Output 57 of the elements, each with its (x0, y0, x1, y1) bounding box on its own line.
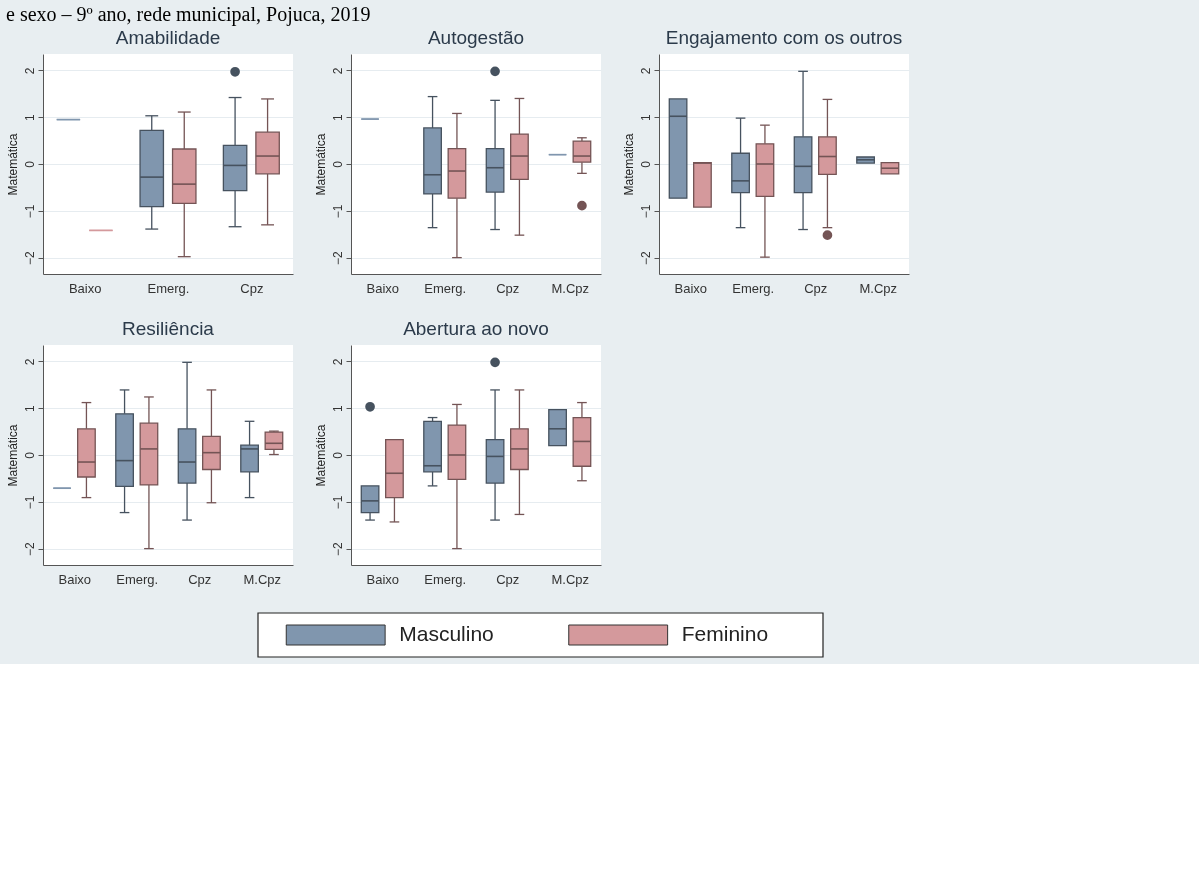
x-tick-label: M.Cpz (243, 571, 282, 587)
x-tick-label: Cpz (496, 280, 520, 296)
x-tick-label: Baixo (366, 280, 400, 296)
y-tick-label: 0 (22, 160, 37, 168)
x-tick-label: Emerg. (424, 571, 467, 587)
y-tick-label: 1 (330, 405, 345, 413)
x-tick-label: Baixo (68, 280, 102, 296)
y-tick-label: −1 (330, 495, 345, 510)
y-tick-label: 2 (330, 67, 345, 75)
text: e sexo – 9º ano, rede municipal, Pojuca, 2019 (6, 3, 371, 26)
y-tick-label: −1 (330, 204, 345, 219)
x-tick-label: Baixo (58, 571, 92, 587)
y-tick-label: 1 (638, 114, 653, 122)
x-tick-label: Cpz (496, 571, 520, 587)
y-tick-label: 1 (330, 114, 345, 122)
y-tick-label: 1 (22, 114, 37, 122)
x-tick-label: Cpz (804, 280, 828, 296)
x-tick-label: Baixo (674, 280, 708, 296)
y-tick-label: −2 (22, 250, 37, 265)
x-tick-label: Baixo (366, 571, 400, 587)
chart-title: Engajamento com os outros (665, 27, 903, 48)
chart-title: Amabilidade (115, 27, 221, 48)
y-tick-label: −2 (330, 250, 345, 265)
y-tick-label: 2 (330, 358, 345, 366)
x-tick-label: M.Cpz (551, 280, 590, 296)
y-axis-title: Matemática (313, 424, 328, 487)
y-axis-title: Matemática (313, 133, 328, 196)
y-tick-label: 0 (638, 160, 653, 168)
y-tick-label: 0 (22, 451, 37, 459)
y-tick-label: 0 (330, 451, 345, 459)
y-tick-label: −2 (330, 541, 345, 556)
y-tick-label: −2 (638, 250, 653, 265)
chart-title: Autogestão (427, 27, 525, 48)
legend-label: Feminino (681, 622, 769, 645)
y-tick-label: 2 (638, 67, 653, 75)
x-tick-label: Emerg. (732, 280, 775, 296)
y-tick-label: −1 (22, 204, 37, 219)
x-tick-label: M.Cpz (551, 571, 590, 587)
y-tick-label: −2 (22, 541, 37, 556)
x-tick-label: Emerg. (116, 571, 159, 587)
y-tick-label: 0 (330, 160, 345, 168)
y-tick-label: 2 (22, 358, 37, 366)
y-axis-title: Matemática (5, 133, 20, 196)
x-tick-label: Cpz (188, 571, 212, 587)
y-axis-title: Matemática (621, 133, 636, 196)
y-tick-label: −1 (638, 204, 653, 219)
chart-title: Abertura ao novo (403, 318, 549, 339)
x-tick-label: Emerg. (147, 280, 190, 296)
y-tick-label: 2 (22, 67, 37, 75)
legend-label: Masculino (399, 622, 494, 645)
y-axis-title: Matemática (5, 424, 20, 487)
x-tick-label: M.Cpz (859, 280, 898, 296)
y-tick-label: 1 (22, 405, 37, 413)
x-tick-label: Emerg. (424, 280, 467, 296)
y-tick-label: −1 (22, 495, 37, 510)
chart-title: Resiliência (122, 318, 215, 339)
x-tick-label: Cpz (240, 280, 264, 296)
